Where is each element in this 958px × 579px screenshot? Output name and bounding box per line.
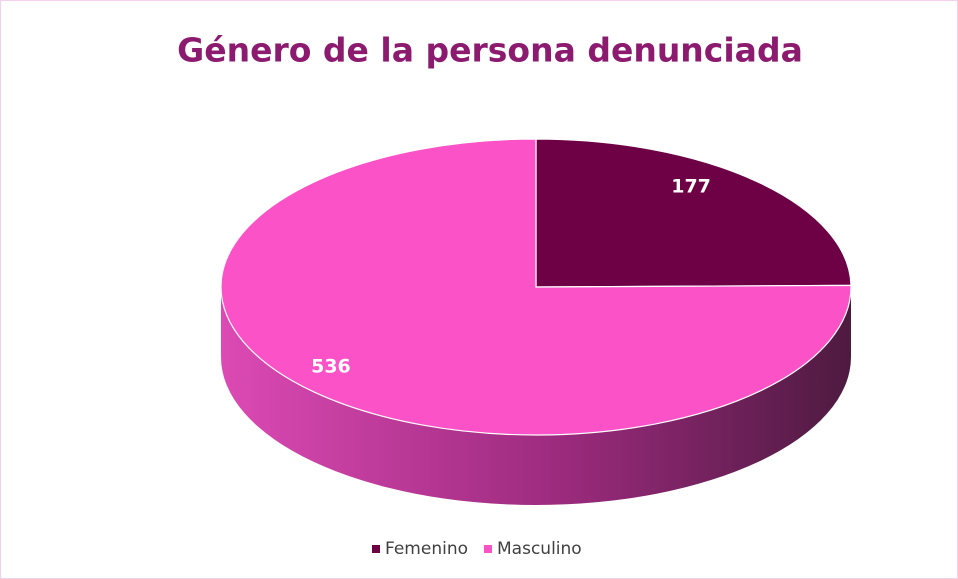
legend: Femenino Masculino: [372, 539, 582, 559]
pie-slice: [220, 138, 852, 436]
legend-swatch: [372, 545, 380, 553]
pie: 177 536: [220, 138, 852, 505]
pie-side: [221, 287, 851, 505]
pie-slice: [535, 138, 852, 288]
legend-swatch: [484, 545, 492, 553]
data-label: 536: [311, 355, 351, 377]
data-label: 177: [671, 176, 711, 198]
legend-label: Femenino: [385, 539, 468, 559]
legend-label: Masculino: [497, 539, 582, 559]
chart-title: Género de la persona denunciada: [177, 31, 803, 70]
